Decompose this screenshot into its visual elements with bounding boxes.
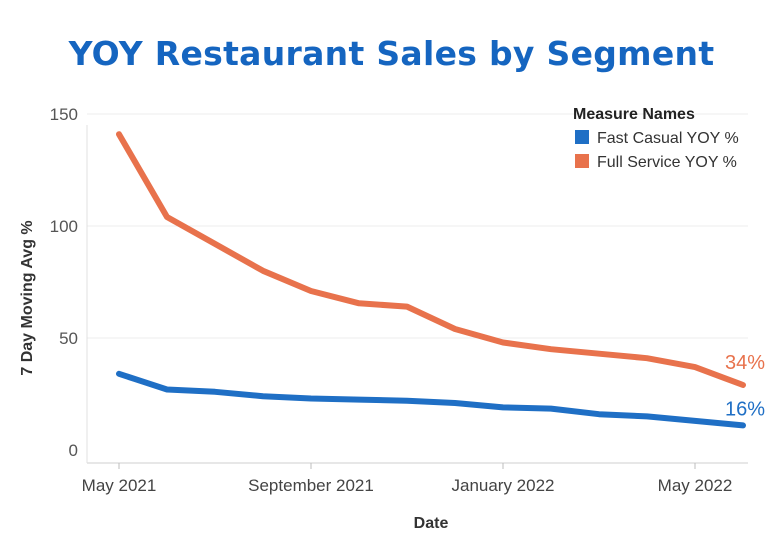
x-axis-title: Date: [414, 515, 449, 532]
y-tick-label: 100: [50, 217, 78, 236]
y-tick-label: 150: [50, 105, 78, 124]
legend-swatch-full-service: [575, 154, 589, 168]
end-label-full-service: 34%: [725, 352, 765, 374]
y-tick-label: 50: [59, 329, 78, 348]
legend: Measure Names Fast Casual YOY % Full Ser…: [573, 106, 739, 171]
x-tick-labels: May 2021 September 2021 January 2022 May 20…: [82, 463, 733, 495]
gridlines: [87, 113, 748, 339]
legend-swatch-fast-casual: [575, 130, 589, 144]
series-line-fast-casual: [116, 370, 746, 429]
chart-title: YOY Restaurant Sales by Segment: [68, 34, 715, 73]
legend-label-fast-casual: Fast Casual YOY %: [597, 130, 739, 147]
x-tick-label: May 2021: [82, 476, 157, 495]
y-tick-labels: 0 50 100 150: [50, 105, 78, 460]
x-tick-label: September 2021: [248, 476, 374, 495]
x-tick-label: January 2022: [451, 476, 554, 495]
end-label-fast-casual: 16%: [725, 398, 765, 420]
y-tick-label: 0: [69, 441, 78, 460]
legend-label-full-service: Full Service YOY %: [597, 154, 737, 171]
series-end-labels: 16% 34%: [725, 352, 765, 420]
legend-title: Measure Names: [573, 106, 695, 123]
series-line-full-service: [116, 131, 746, 388]
x-tick-label: May 2022: [658, 476, 733, 495]
series-lines: [116, 131, 746, 429]
y-axis-title: 7 Day Moving Avg %: [19, 220, 36, 375]
